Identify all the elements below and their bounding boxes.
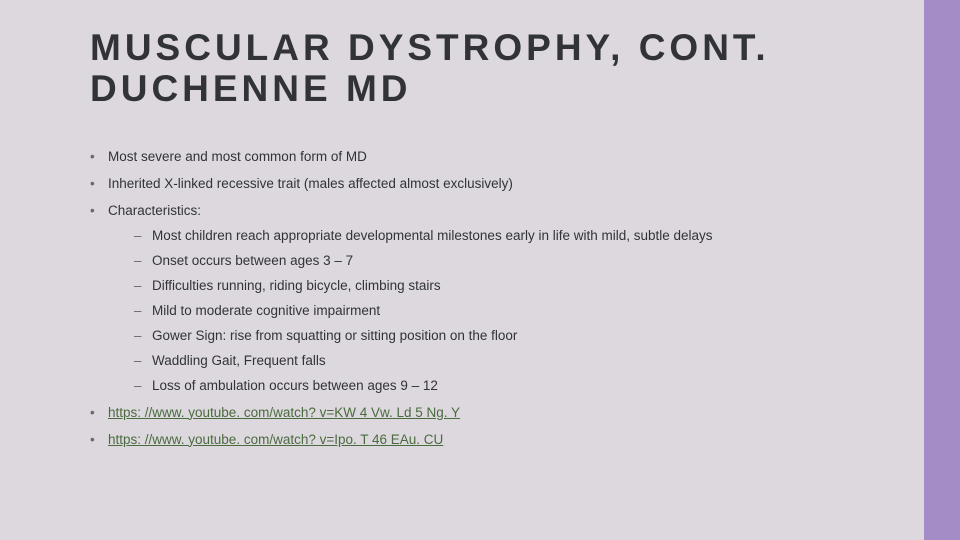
list-item: Characteristics: Most children reach appr… xyxy=(90,201,904,396)
sub-list-item: Loss of ambulation occurs between ages 9… xyxy=(134,376,904,397)
list-item: https: //www. youtube. com/watch? v=Ipo.… xyxy=(90,430,904,451)
sub-list-item: Gower Sign: rise from squatting or sitti… xyxy=(134,326,904,347)
sub-bullet-text: Difficulties running, riding bicycle, cl… xyxy=(152,278,441,293)
sub-list-item: Difficulties running, riding bicycle, cl… xyxy=(134,276,904,297)
sub-bullet-text: Waddling Gait, Frequent falls xyxy=(152,353,326,368)
sub-list-item: Mild to moderate cognitive impairment xyxy=(134,301,904,322)
sub-bullet-text: Loss of ambulation occurs between ages 9… xyxy=(152,378,438,393)
bullet-text: Characteristics: xyxy=(108,203,201,218)
sub-bullet-text: Mild to moderate cognitive impairment xyxy=(152,303,380,318)
accent-bar xyxy=(924,0,960,540)
bullet-list: Most severe and most common form of MD In… xyxy=(90,147,904,450)
sub-bullet-text: Onset occurs between ages 3 – 7 xyxy=(152,253,353,268)
sub-bullet-text: Gower Sign: rise from squatting or sitti… xyxy=(152,328,517,343)
sub-list-item: Onset occurs between ages 3 – 7 xyxy=(134,251,904,272)
list-item: Most severe and most common form of MD xyxy=(90,147,904,168)
title-line-2: DUCHENNE MD xyxy=(90,68,412,109)
link-text[interactable]: https: //www. youtube. com/watch? v=KW 4… xyxy=(108,405,460,420)
sub-list-item: Most children reach appropriate developm… xyxy=(134,226,904,247)
title-line-1: MUSCULAR DYSTROPHY, CONT. xyxy=(90,27,770,68)
slide: MUSCULAR DYSTROPHY, CONT. DUCHENNE MD Mo… xyxy=(0,0,960,540)
link-text[interactable]: https: //www. youtube. com/watch? v=Ipo.… xyxy=(108,432,443,447)
bullet-text: Most severe and most common form of MD xyxy=(108,149,367,164)
sub-list-item: Waddling Gait, Frequent falls xyxy=(134,351,904,372)
slide-title: MUSCULAR DYSTROPHY, CONT. DUCHENNE MD xyxy=(90,28,904,109)
list-item: Inherited X-linked recessive trait (male… xyxy=(90,174,904,195)
slide-content: MUSCULAR DYSTROPHY, CONT. DUCHENNE MD Mo… xyxy=(0,0,924,540)
sub-bullet-list: Most children reach appropriate developm… xyxy=(108,226,904,396)
slide-body: Most severe and most common form of MD In… xyxy=(90,147,904,450)
bullet-text: Inherited X-linked recessive trait (male… xyxy=(108,176,513,191)
sub-bullet-text: Most children reach appropriate developm… xyxy=(152,228,713,243)
list-item: https: //www. youtube. com/watch? v=KW 4… xyxy=(90,403,904,424)
